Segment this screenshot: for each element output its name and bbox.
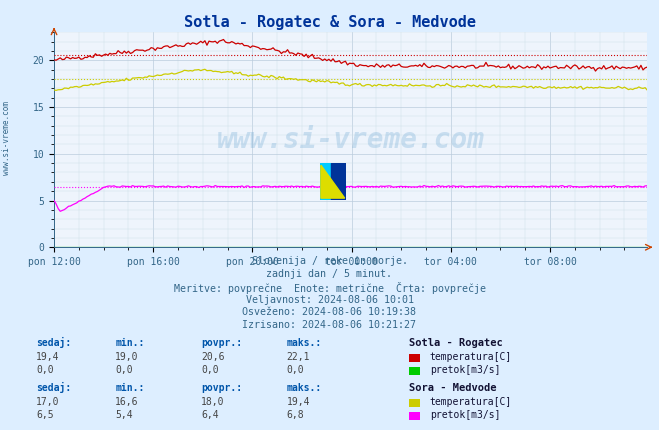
Text: 19,4: 19,4	[36, 352, 60, 362]
Text: www.si-vreme.com: www.si-vreme.com	[217, 126, 484, 154]
Text: 0,0: 0,0	[201, 365, 219, 375]
Text: Slovenija / reke in morje.: Slovenija / reke in morje.	[252, 256, 407, 266]
Text: povpr.:: povpr.:	[201, 383, 242, 393]
Text: Izrisano: 2024-08-06 10:21:27: Izrisano: 2024-08-06 10:21:27	[243, 320, 416, 330]
Text: zadnji dan / 5 minut.: zadnji dan / 5 minut.	[266, 269, 393, 279]
Text: 19,0: 19,0	[115, 352, 139, 362]
Text: temperatura[C]: temperatura[C]	[430, 396, 512, 407]
Text: Sora - Medvode: Sora - Medvode	[409, 383, 496, 393]
Text: 22,1: 22,1	[287, 352, 310, 362]
Text: 6,5: 6,5	[36, 409, 54, 420]
Text: 5,4: 5,4	[115, 409, 133, 420]
Text: 19,4: 19,4	[287, 396, 310, 407]
Text: povpr.:: povpr.:	[201, 338, 242, 348]
Text: 18,0: 18,0	[201, 396, 225, 407]
Text: Sotla - Rogatec & Sora - Medvode: Sotla - Rogatec & Sora - Medvode	[183, 15, 476, 30]
Text: 0,0: 0,0	[115, 365, 133, 375]
Text: Sotla - Rogatec: Sotla - Rogatec	[409, 338, 502, 348]
Text: Meritve: povprečne  Enote: metrične  Črta: povprečje: Meritve: povprečne Enote: metrične Črta:…	[173, 282, 486, 294]
Text: Osveženo: 2024-08-06 10:19:38: Osveženo: 2024-08-06 10:19:38	[243, 307, 416, 317]
Text: maks.:: maks.:	[287, 383, 322, 393]
Text: www.si-vreme.com: www.si-vreme.com	[2, 101, 11, 175]
Text: sedaj:: sedaj:	[36, 382, 71, 393]
Text: sedaj:: sedaj:	[36, 337, 71, 348]
Text: min.:: min.:	[115, 338, 145, 348]
Text: min.:: min.:	[115, 383, 145, 393]
Text: temperatura[C]: temperatura[C]	[430, 352, 512, 362]
Polygon shape	[331, 163, 346, 200]
Text: 0,0: 0,0	[36, 365, 54, 375]
Text: 6,8: 6,8	[287, 409, 304, 420]
Text: 20,6: 20,6	[201, 352, 225, 362]
Text: Veljavnost: 2024-08-06 10:01: Veljavnost: 2024-08-06 10:01	[246, 295, 413, 304]
Text: 6,4: 6,4	[201, 409, 219, 420]
Text: pretok[m3/s]: pretok[m3/s]	[430, 409, 500, 420]
Text: 17,0: 17,0	[36, 396, 60, 407]
Polygon shape	[321, 165, 345, 198]
Text: 16,6: 16,6	[115, 396, 139, 407]
Text: maks.:: maks.:	[287, 338, 322, 348]
Text: pretok[m3/s]: pretok[m3/s]	[430, 365, 500, 375]
Text: 0,0: 0,0	[287, 365, 304, 375]
